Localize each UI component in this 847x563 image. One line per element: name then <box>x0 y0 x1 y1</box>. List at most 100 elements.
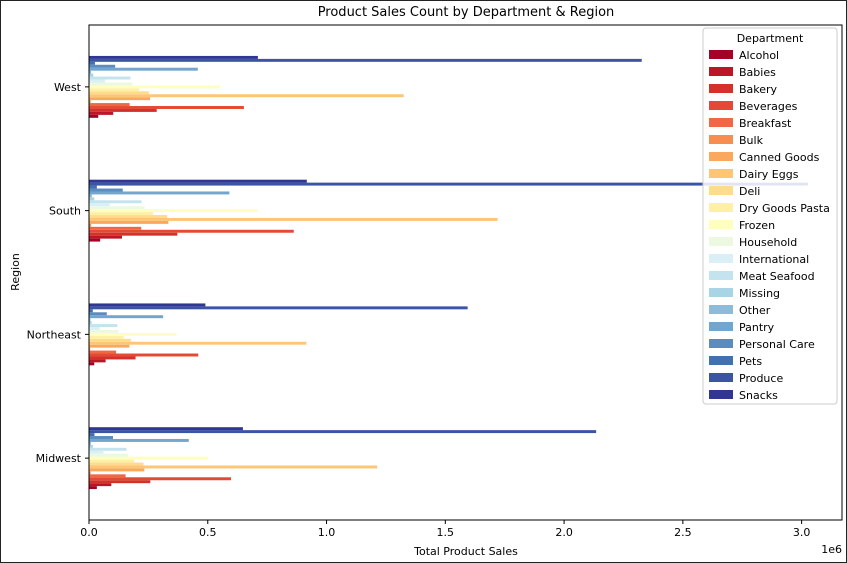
bar-south-pets <box>89 185 97 189</box>
chart-title: Product Sales Count by Department & Regi… <box>318 5 615 20</box>
bar-northeast-household <box>89 329 119 333</box>
bar-west-dairy-eggs <box>89 94 404 98</box>
legend-swatch <box>709 152 733 161</box>
bar-south-babies <box>89 235 123 239</box>
x-tick-label: 3.0 <box>793 526 811 539</box>
legend-label: Snacks <box>739 389 778 402</box>
legend-swatch <box>709 50 733 59</box>
bar-northeast-dairy-eggs <box>89 341 307 345</box>
bar-west-meat-seafood <box>89 76 131 80</box>
legend-swatch <box>709 288 733 297</box>
legend-swatch <box>709 220 733 229</box>
bar-south-snacks <box>89 179 307 183</box>
bar-midwest-deli <box>89 462 144 466</box>
bar-west-missing <box>89 73 94 77</box>
bar-south-household <box>89 206 145 210</box>
bar-northeast-bakery <box>89 356 136 360</box>
y-tick-label: Northeast <box>27 328 82 341</box>
bar-northeast-snacks <box>89 303 206 307</box>
bar-south-beverages <box>89 229 294 233</box>
bar-west-international <box>89 79 105 83</box>
legend-swatch <box>709 322 733 331</box>
bar-midwest-breakfast <box>89 474 126 478</box>
legend-label: Other <box>739 304 771 317</box>
bar-south-breakfast <box>89 226 142 230</box>
bar-midwest-pantry <box>89 438 189 442</box>
bar-northeast-meat-seafood <box>89 324 118 328</box>
bar-northeast-pets <box>89 309 93 313</box>
bar-west-snacks <box>89 55 258 59</box>
bar-south-missing <box>89 197 95 201</box>
legend-swatch <box>709 305 733 314</box>
bar-midwest-personal-care <box>89 436 113 439</box>
legend-label: Dairy Eggs <box>739 168 799 181</box>
bar-group <box>89 55 809 490</box>
legend-box <box>702 27 838 405</box>
legend-swatch <box>709 101 733 110</box>
x-tick-label: 1.0 <box>318 526 336 539</box>
x-tick-label: 2.0 <box>555 526 573 539</box>
legend-title: Department <box>737 32 804 45</box>
bar-midwest-beverages <box>89 477 232 481</box>
legend-label: Alcohol <box>739 49 779 62</box>
bar-south-frozen <box>89 209 258 213</box>
bar-south-personal-care <box>89 188 123 192</box>
legend-label: Babies <box>739 66 776 79</box>
bar-midwest-other <box>89 441 91 445</box>
bar-west-dry-goods-pasta <box>89 88 140 92</box>
x-axis-scale-label: 1e6 <box>821 543 842 556</box>
legend-label: Dry Goods Pasta <box>739 202 830 215</box>
bar-west-frozen <box>89 85 220 89</box>
legend-label: Pantry <box>739 321 775 334</box>
bar-northeast-missing <box>89 321 92 325</box>
legend-swatch <box>709 271 733 280</box>
bar-northeast-international <box>89 327 100 330</box>
legend-swatch <box>709 67 733 76</box>
bar-midwest-produce <box>89 430 597 434</box>
legend-swatch <box>709 84 733 93</box>
legend-swatch <box>709 254 733 263</box>
bar-south-pantry <box>89 191 230 195</box>
legend-swatch <box>709 339 733 348</box>
legend-label: Pets <box>739 355 762 368</box>
bar-midwest-international <box>89 450 104 454</box>
bar-south-alcohol <box>89 238 101 242</box>
y-axis-label: Region <box>9 253 22 291</box>
legend-swatch <box>709 186 733 195</box>
bar-south-dairy-eggs <box>89 217 498 221</box>
bar-south-bakery <box>89 232 178 236</box>
bar-south-dry-goods-pasta <box>89 212 154 216</box>
bar-south-meat-seafood <box>89 200 142 204</box>
legend-label: Canned Goods <box>739 151 820 164</box>
bar-west-beverages <box>89 106 244 109</box>
bar-west-personal-care <box>89 64 116 68</box>
legend-swatch <box>709 169 733 178</box>
bar-northeast-personal-care <box>89 312 107 316</box>
bar-northeast-breakfast <box>89 350 117 354</box>
legend-swatch <box>709 373 733 382</box>
legend: Department Alcohol Babies Bakery Beverages B… <box>702 27 838 405</box>
bar-west-produce <box>89 58 642 62</box>
legend-label: International <box>739 253 809 266</box>
bar-west-pets <box>89 61 95 65</box>
x-axis: 0.0 0.5 1.0 1.5 2.0 2.5 3.0 <box>80 520 810 539</box>
y-tick-label: Midwest <box>36 452 82 465</box>
bar-northeast-deli <box>89 338 131 342</box>
bar-midwest-snacks <box>89 427 243 431</box>
bar-south-bulk <box>89 223 92 227</box>
bar-west-pantry <box>89 67 198 71</box>
x-tick-label: 1.5 <box>437 526 455 539</box>
bar-northeast-beverages <box>89 353 199 357</box>
bar-northeast-alcohol <box>89 362 95 366</box>
legend-label: Deli <box>739 185 760 198</box>
bar-northeast-bulk <box>89 347 91 351</box>
bar-west-bakery <box>89 108 157 112</box>
legend-label: Breakfast <box>739 117 792 130</box>
bar-northeast-canned-goods <box>89 344 130 348</box>
bar-west-other <box>89 70 92 74</box>
bar-midwest-household <box>89 453 129 457</box>
bar-south-deli <box>89 215 168 218</box>
legend-label: Meat Seafood <box>739 270 815 283</box>
bar-south-canned-goods <box>89 220 169 224</box>
legend-swatch <box>709 135 733 144</box>
